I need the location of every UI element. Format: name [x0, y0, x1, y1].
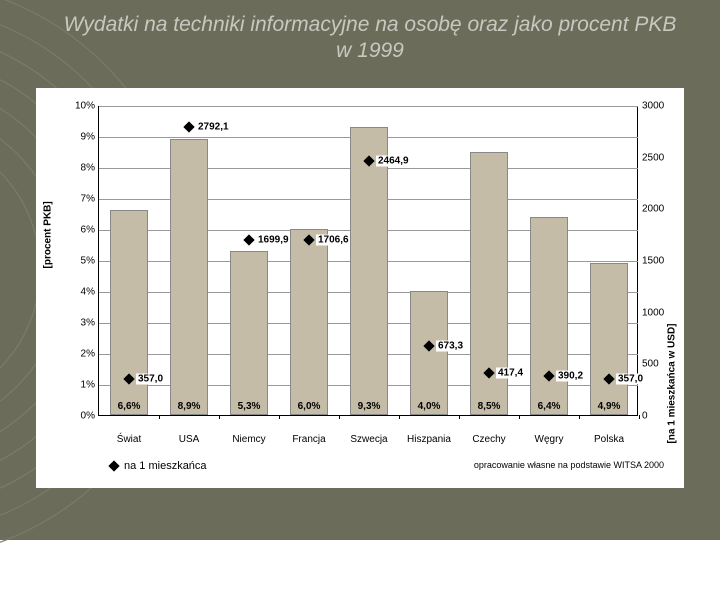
gridline [99, 106, 638, 107]
marker-label: 417,4 [496, 367, 525, 378]
bar-value-label: 4,9% [598, 401, 621, 412]
y-tick-right: 1000 [642, 307, 676, 318]
plot-area: 0%1%2%3%4%5%6%7%8%9%10%05001000150020002… [98, 106, 638, 416]
bar-value-label: 4,0% [418, 401, 441, 412]
diamond-marker [243, 235, 254, 246]
y-tick-left: 6% [61, 225, 95, 236]
bar [290, 229, 327, 415]
y-tick-left: 1% [61, 380, 95, 391]
diamond-icon [108, 460, 119, 471]
x-tick [519, 415, 520, 419]
x-category-label: Szwecja [350, 434, 387, 445]
y-axis-right-label: [na 1 mieszkańca w USD] [667, 324, 678, 444]
x-category-label: USA [179, 434, 200, 445]
bar-value-label: 5,3% [238, 401, 261, 412]
x-tick [279, 415, 280, 419]
marker-label: 1699,9 [256, 235, 291, 246]
y-tick-left: 0% [61, 411, 95, 422]
x-tick [159, 415, 160, 419]
x-tick [459, 415, 460, 419]
y-axis-left-label: [procent PKB] [43, 201, 54, 268]
marker-label: 390,2 [556, 370, 585, 381]
marker-label: 357,0 [616, 374, 645, 385]
marker-label: 673,3 [436, 341, 465, 352]
legend: na 1 mieszkańca [110, 460, 207, 472]
slide-title: Wydatki na techniki informacyjne na osob… [60, 12, 680, 65]
bar [590, 263, 627, 415]
bar [170, 139, 207, 415]
marker-label: 2464,9 [376, 156, 411, 167]
marker-label: 357,0 [136, 374, 165, 385]
y-tick-right: 2500 [642, 152, 676, 163]
x-tick [639, 415, 640, 419]
x-category-label: Hiszpania [407, 434, 451, 445]
y-tick-left: 2% [61, 349, 95, 360]
marker-label: 1706,6 [316, 234, 351, 245]
y-tick-left: 3% [61, 318, 95, 329]
x-tick [339, 415, 340, 419]
bar-value-label: 6,6% [118, 401, 141, 412]
bar [410, 291, 447, 415]
y-tick-right: 500 [642, 359, 676, 370]
y-tick-left: 9% [61, 132, 95, 143]
y-tick-left: 4% [61, 287, 95, 298]
bar-value-label: 8,5% [478, 401, 501, 412]
y-tick-right: 3000 [642, 101, 676, 112]
y-tick-left: 8% [61, 163, 95, 174]
bar [230, 251, 267, 415]
x-tick [579, 415, 580, 419]
y-tick-left: 7% [61, 194, 95, 205]
source-text: opracowanie własne na podstawie WITSA 20… [474, 460, 664, 470]
bar-value-label: 8,9% [178, 401, 201, 412]
bar [350, 127, 387, 415]
chart-container: [procent PKB] [na 1 mieszkańca w USD] 0%… [36, 88, 684, 488]
marker-label: 2792,1 [196, 122, 231, 133]
legend-label: na 1 mieszkańca [124, 460, 207, 472]
bar-value-label: 9,3% [358, 401, 381, 412]
y-tick-right: 2000 [642, 204, 676, 215]
x-category-label: Niemcy [232, 434, 265, 445]
y-tick-left: 10% [61, 101, 95, 112]
y-tick-right: 1500 [642, 256, 676, 267]
diamond-marker [183, 122, 194, 133]
y-tick-left: 5% [61, 256, 95, 267]
bar [530, 217, 567, 415]
x-category-label: Polska [594, 434, 624, 445]
x-tick [219, 415, 220, 419]
bar-value-label: 6,0% [298, 401, 321, 412]
x-category-label: Czechy [472, 434, 505, 445]
slide-background: Wydatki na techniki informacyjne na osob… [0, 0, 720, 540]
bar-value-label: 6,4% [538, 401, 561, 412]
x-category-label: Francja [292, 434, 325, 445]
x-category-label: Węgry [535, 434, 564, 445]
x-category-label: Świat [117, 434, 141, 445]
y-tick-right: 0 [642, 411, 676, 422]
x-tick [399, 415, 400, 419]
